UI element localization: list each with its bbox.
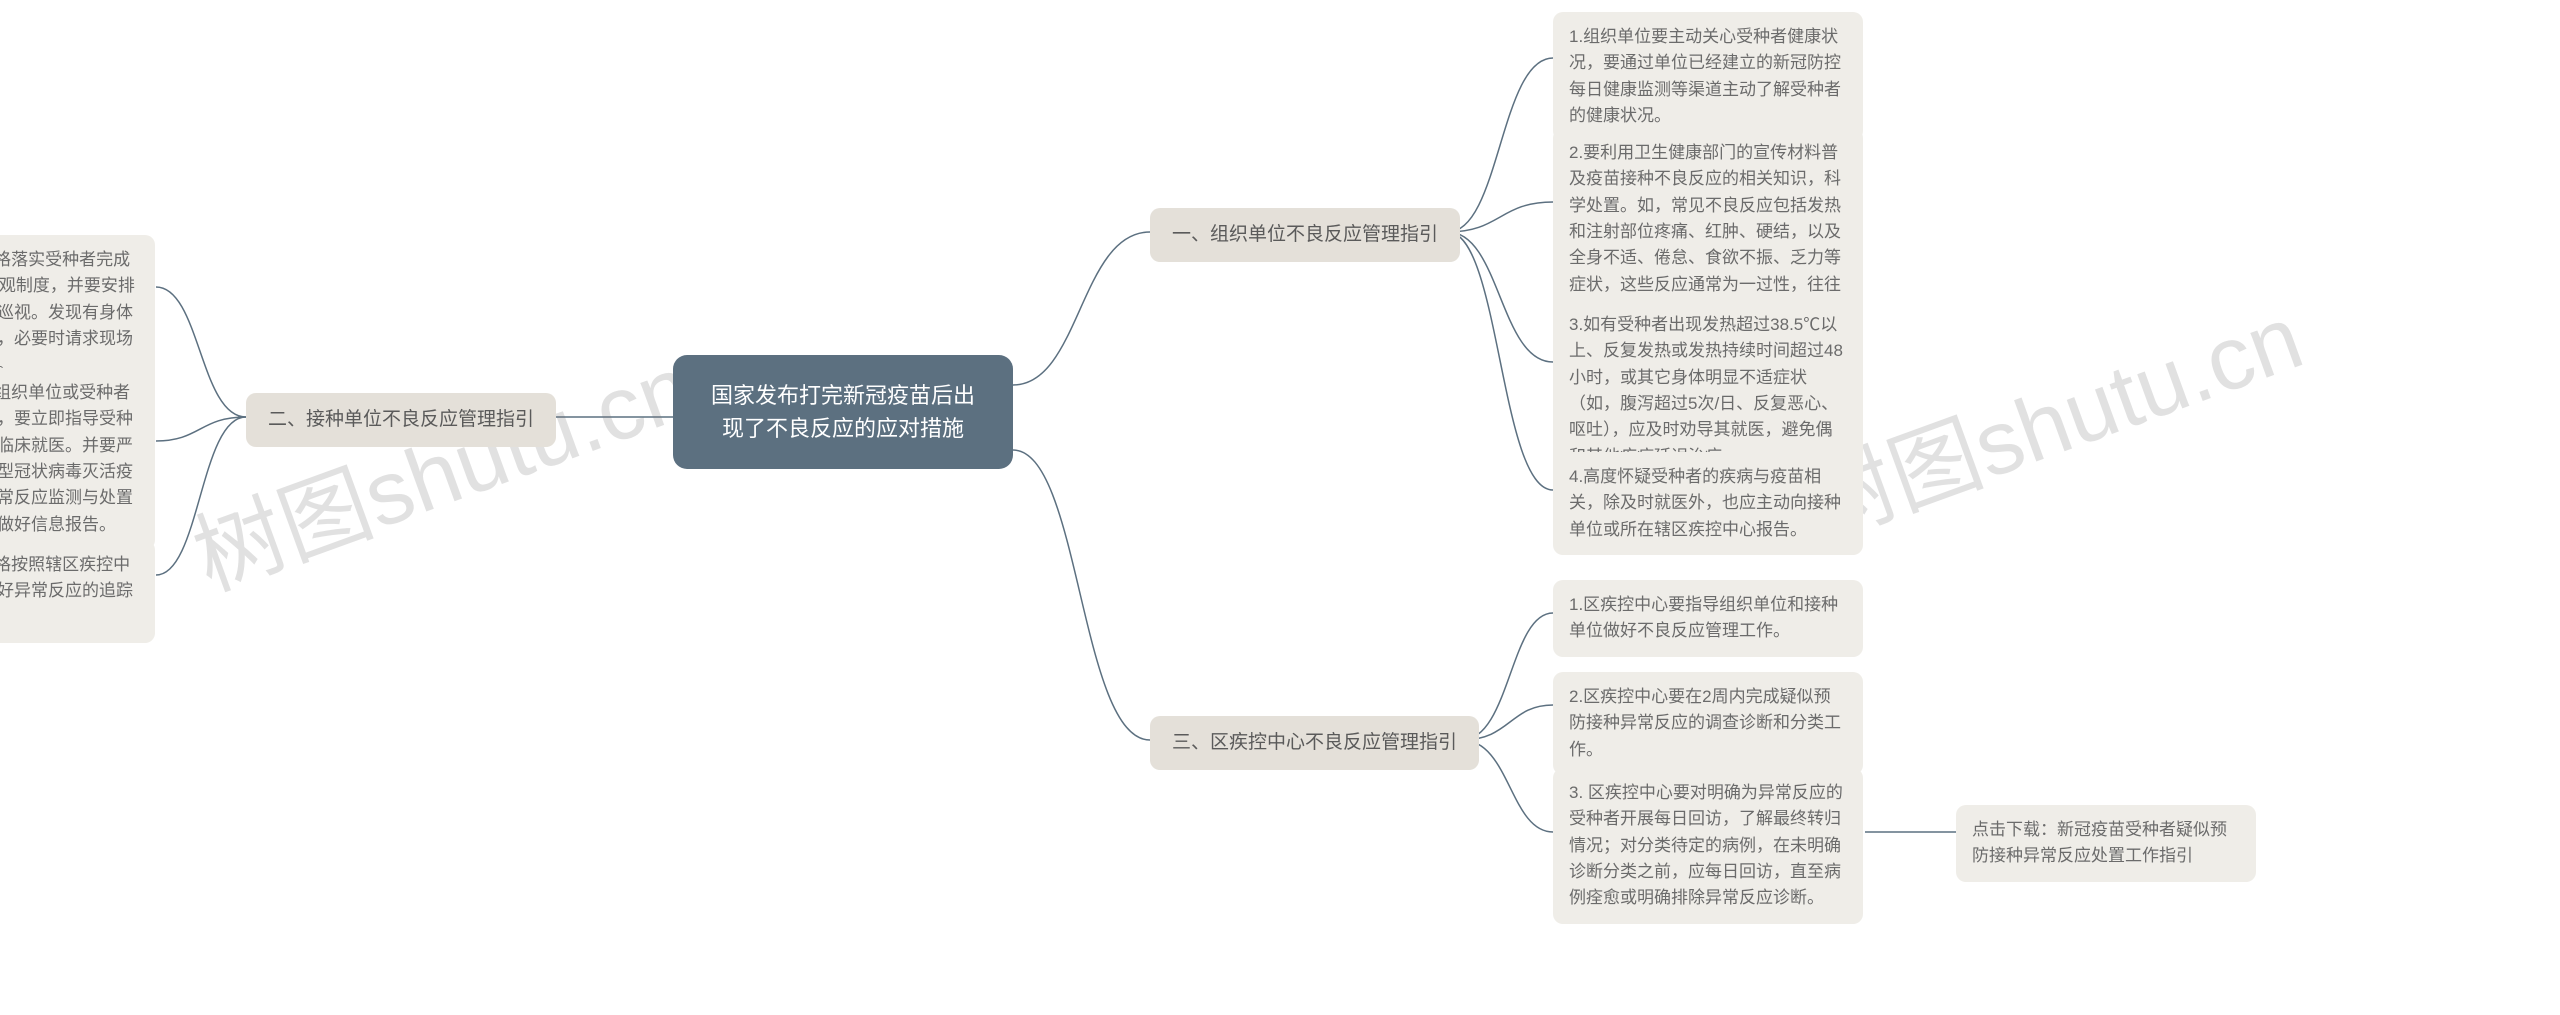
leaf-b2-3[interactable]: 3.各接种单位要严格按照辖区疾控中心的要求，协助做好异常反应的追踪回访工作。 [0, 540, 155, 643]
root-node[interactable]: 国家发布打完新冠疫苗后出现了不良反应的应对措施 [673, 355, 1013, 469]
leaf-b1-1[interactable]: 1.组织单位要主动关心受种者健康状况，要通过单位已经建立的新冠防控每日健康监测等… [1553, 12, 1863, 141]
branch-org-unit[interactable]: 一、组织单位不良反应管理指引 [1150, 208, 1460, 262]
leaf-b1-4[interactable]: 4.高度怀疑受种者的疾病与疫苗相关，除及时就医外，也应主动向接种单位或所在辖区疾… [1553, 452, 1863, 555]
mindmap-canvas: 树图shutu.cn 树图shutu.cn 国家发布打完新冠疫苗后出现了不良反应… [0, 0, 2560, 1015]
leaf-b2-2[interactable]: 2.各接种单位接到组织单位或受种者的不良反应报告后，要立即指导受种者进行对症处置… [0, 368, 155, 550]
leaf-b3-3[interactable]: 3. 区疾控中心要对明确为异常反应的受种者开展每日回访，了解最终转归情况；对分类… [1553, 768, 1863, 924]
branch-cdc[interactable]: 三、区疾控中心不良反应管理指引 [1150, 716, 1479, 770]
watermark: 树图shutu.cn [1783, 265, 2316, 565]
leaf-b3-3-link[interactable]: 点击下载：新冠疫苗受种者疑似预防接种异常反应处置工作指引 [1956, 805, 2256, 882]
watermark: 树图shutu.cn [173, 315, 706, 615]
branch-vaccination-unit[interactable]: 二、接种单位不良反应管理指引 [246, 393, 556, 447]
leaf-b3-2[interactable]: 2.区疾控中心要在2周内完成疑似预防接种异常反应的调查诊断和分类工作。 [1553, 672, 1863, 775]
leaf-b3-1[interactable]: 1.区疾控中心要指导组织单位和接种单位做好不良反应管理工作。 [1553, 580, 1863, 657]
